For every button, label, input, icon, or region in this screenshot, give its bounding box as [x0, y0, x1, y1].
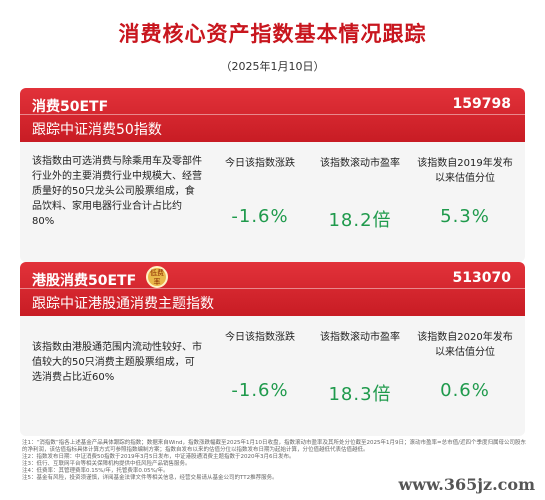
metric-label: 今日该指数涨跌 [225, 332, 295, 343]
low-fee-badge: 低费率 [146, 266, 168, 288]
metric-label: 该指数滚动市盈率 [320, 332, 400, 343]
metric-label: 该指数自2019年发布以来估值分位 [417, 158, 513, 184]
header-divider [20, 288, 525, 289]
footnote: 注2：指数发布日期：中证消费50指数于2019年3月5日发布，中证港股通消费主题… [22, 454, 295, 460]
footnote: 注5：基金有风险，投资须谨慎，详阅基金法律文件等相关信息，经营交易请从基金公司的… [22, 475, 278, 481]
fund-code: 513070 [452, 270, 511, 286]
tracking-index: 跟踪中证消费50指数 [32, 122, 162, 138]
page-date: （2025年1月10日） [220, 60, 325, 73]
card-header: 港股消费50ETF 低费率 513070 跟踪中证港股通消费主题指数 [20, 262, 525, 316]
footnote: 注1：“消指数”指各上述基金产品具体跟踪的指数；数据来自Wind，指数涨跌幅截至… [22, 440, 526, 453]
metric-daily-change: 今日该指数涨跌 -1.6% [210, 330, 310, 401]
metric-label: 该指数滚动市盈率 [320, 158, 400, 169]
footnote: 注3：低行、互联网平台等相关保障机构提供中低风险产品销售服务。 [22, 461, 191, 467]
metric-value: 18.3倍 [328, 384, 392, 405]
fund-code: 159798 [452, 96, 511, 112]
index-description: 该指数由港股通范围内流动性较好、市值较大的50只消费主题股票组成，可选消费占比近… [32, 342, 202, 383]
watermark: www.365jz.com [398, 475, 535, 494]
metric-value: 18.2倍 [328, 210, 392, 231]
metric-value: 0.6% [440, 380, 490, 401]
metric-valuation-percentile: 该指数自2020年发布以来估值分位 0.6% [415, 330, 515, 401]
tracking-index: 跟踪中证港股通消费主题指数 [32, 296, 214, 312]
card-header: 消费50ETF 159798 跟踪中证消费50指数 [20, 88, 525, 142]
fund-name: 消费50ETF [32, 99, 109, 115]
metric-value: -1.6% [231, 206, 289, 227]
metric-valuation-percentile: 该指数自2019年发布以来估值分位 5.3% [415, 156, 515, 227]
metric-pe-ratio: 该指数滚动市盈率 18.2倍 [310, 156, 410, 232]
metric-value: -1.6% [231, 380, 289, 401]
metric-daily-change: 今日该指数涨跌 -1.6% [210, 156, 310, 227]
fund-card-consumer50: 消费50ETF 159798 跟踪中证消费50指数 该指数由可选消费与除乘用车及… [20, 88, 525, 262]
metric-label: 该指数自2020年发布以来估值分位 [417, 332, 513, 358]
header-divider [20, 114, 525, 115]
page-title: 消费核心资产指数基本情况跟踪 [118, 22, 427, 46]
metric-value: 5.3% [440, 206, 490, 227]
metric-label: 今日该指数涨跌 [225, 158, 295, 169]
fund-name: 港股消费50ETF [32, 273, 137, 289]
fund-card-hk-consumer50: 港股消费50ETF 低费率 513070 跟踪中证港股通消费主题指数 该指数由港… [20, 262, 525, 436]
metric-pe-ratio: 该指数滚动市盈率 18.3倍 [310, 330, 410, 406]
card-body: 该指数由可选消费与除乘用车及零部件行业外的主要消费行业中规模大、经营质量好的50… [20, 142, 525, 262]
index-description: 该指数由可选消费与除乘用车及零部件行业外的主要消费行业中规模大、经营质量好的50… [32, 156, 202, 227]
card-body: 该指数由港股通范围内流动性较好、市值较大的50只消费主题股票组成，可选消费占比近… [20, 316, 525, 436]
footnote: 注4：低费率：其管理费率0.15%/年，托管费率0.05%/年。 [22, 468, 169, 474]
footnotes: 注1：“消指数”指各上述基金产品具体跟踪的指数；数据来自Wind，指数涨跌幅截至… [22, 440, 527, 482]
